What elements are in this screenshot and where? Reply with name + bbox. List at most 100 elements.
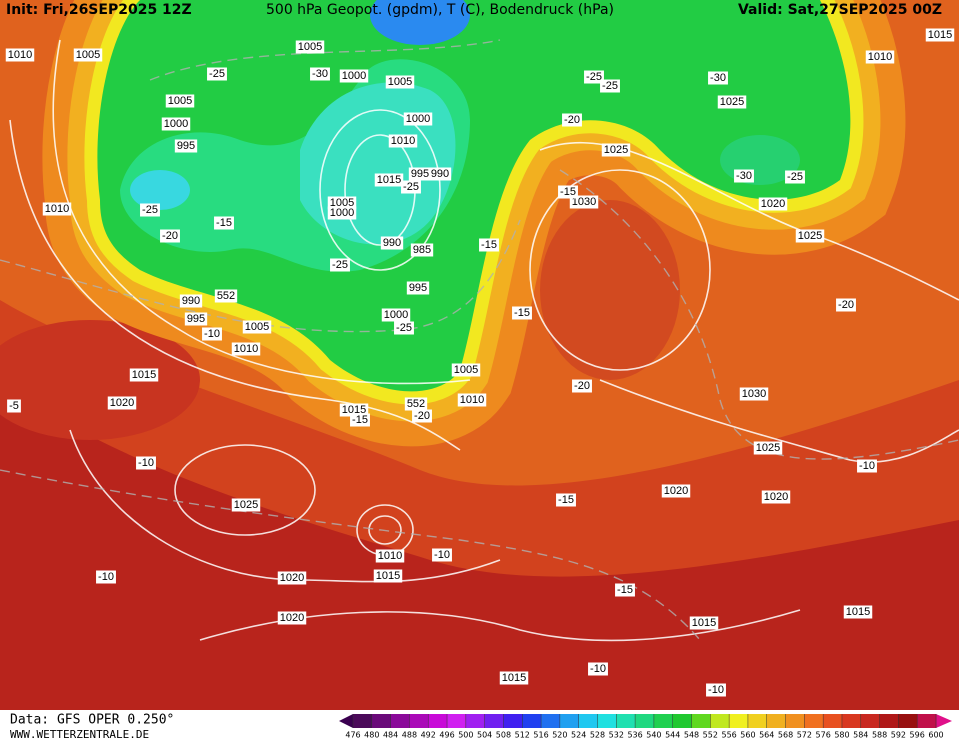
label-box xyxy=(295,40,325,54)
label-box xyxy=(562,113,582,127)
colorbar-swatch xyxy=(823,714,843,728)
pressure-label-text: 990 xyxy=(431,168,449,180)
temperature-label: -15 xyxy=(556,493,576,507)
colorbar-swatch xyxy=(747,714,768,728)
pressure-label-text: 1030 xyxy=(742,388,766,400)
field-green xyxy=(97,0,851,392)
colorbar-swatch xyxy=(804,714,824,728)
pressure-label: 1030 xyxy=(569,195,599,209)
pressure-label: 1025 xyxy=(601,143,631,157)
temperature-label-text: -10 xyxy=(98,571,114,583)
pressure-label: 1025 xyxy=(753,441,783,455)
label-box xyxy=(327,196,357,210)
colorbar-swatch xyxy=(559,714,580,728)
label-box xyxy=(857,459,877,473)
temperature-label: -15 xyxy=(214,216,234,230)
label-box xyxy=(214,289,238,303)
pressure-label-text: 1010 xyxy=(378,550,402,562)
label-box xyxy=(5,48,35,62)
label-box xyxy=(160,229,180,243)
height-label: 552 xyxy=(214,289,238,303)
temperature-label: -10 xyxy=(857,459,877,473)
pressure-label-text: 1010 xyxy=(391,135,415,147)
label-box xyxy=(7,399,21,413)
pressure-label: 990 xyxy=(380,236,404,250)
label-box xyxy=(843,605,873,619)
temperature-label-text: -25 xyxy=(209,68,225,80)
pressure-label-text: 1005 xyxy=(245,321,269,333)
pressure-label-text: 1025 xyxy=(798,230,822,242)
temperature-label-text: -15 xyxy=(560,186,576,198)
pressure-label: 1020 xyxy=(661,484,691,498)
label-box xyxy=(339,69,369,83)
pressure-label: 1015 xyxy=(689,616,719,630)
colorbar-swatch xyxy=(879,714,899,728)
colorbar-label: 588 xyxy=(872,731,887,740)
data-source: Data: GFS OPER 0.250° xyxy=(10,713,174,728)
temperature-label: -20 xyxy=(836,298,856,312)
field-red-patch xyxy=(540,200,680,380)
temperature-label-text: -25 xyxy=(142,204,158,216)
temperature-label-text: -15 xyxy=(216,217,232,229)
label-box xyxy=(739,387,769,401)
label-box xyxy=(615,583,635,597)
isobar xyxy=(599,379,959,463)
label-box xyxy=(925,28,955,42)
pressure-label-text: 1005 xyxy=(454,364,478,376)
colorbar-label: 496 xyxy=(439,731,454,740)
label-box xyxy=(350,413,370,427)
temperature-label-text: -25 xyxy=(602,80,618,92)
pressure-label: 1010 xyxy=(457,393,487,407)
colorbar-label: 576 xyxy=(816,731,831,740)
colorbar-label: 584 xyxy=(853,731,868,740)
pressure-label: 1005 xyxy=(73,48,103,62)
pressure-label: 1005 xyxy=(242,320,272,334)
pressure-label-text: 1015 xyxy=(377,174,401,186)
colorbar-label: 512 xyxy=(515,731,530,740)
colorbar-label: 516 xyxy=(533,731,548,740)
label-box xyxy=(231,498,261,512)
colorbar-label: 480 xyxy=(364,731,379,740)
label-box xyxy=(374,173,404,187)
temperature-label-text: -20 xyxy=(838,299,854,311)
pressure-label: 1025 xyxy=(795,229,825,243)
label-box xyxy=(375,549,405,563)
label-box xyxy=(569,195,599,209)
colorbar-label: 488 xyxy=(402,731,417,740)
colorbar-label: 572 xyxy=(797,731,812,740)
colorbar-swatch xyxy=(597,714,617,728)
label-box xyxy=(107,396,137,410)
colorbar-swatch xyxy=(428,714,448,728)
temperature-label-text: -15 xyxy=(481,239,497,251)
temperature-label: -25 xyxy=(785,170,805,184)
pressure-label-text: 1015 xyxy=(502,672,526,684)
pressure-label: 1020 xyxy=(277,571,307,585)
pressure-label: 1025 xyxy=(717,95,747,109)
colorbar-label: 500 xyxy=(458,731,473,740)
colorbar-label: 484 xyxy=(383,731,398,740)
label-box xyxy=(404,397,428,411)
label-box xyxy=(717,95,747,109)
pressure-label-text: 1020 xyxy=(764,491,788,503)
colorbar-swatch xyxy=(409,714,429,728)
field-red-patch xyxy=(0,320,200,440)
temperature-label-text: -15 xyxy=(514,307,530,319)
pressure-label-text: 995 xyxy=(409,282,427,294)
colorbar-swatch xyxy=(541,714,561,728)
temperature-label: -20 xyxy=(572,379,592,393)
pressure-label: 1015 xyxy=(925,28,955,42)
label-box xyxy=(174,139,198,153)
colorbar-arrow xyxy=(936,714,952,728)
label-box xyxy=(761,490,791,504)
temperature-label-text: -10 xyxy=(434,549,450,561)
colorbar-label: 492 xyxy=(421,731,436,740)
label-box xyxy=(401,180,421,194)
pressure-label-text: 995 xyxy=(411,168,429,180)
label-box xyxy=(277,571,307,585)
temperature-label-text: -5 xyxy=(9,400,19,412)
temperature-label: -30 xyxy=(734,169,754,183)
isobar xyxy=(368,515,402,545)
pressure-label-text: 1005 xyxy=(330,197,354,209)
colorbar-label: 540 xyxy=(646,731,661,740)
pressure-label-text: 1010 xyxy=(460,394,484,406)
